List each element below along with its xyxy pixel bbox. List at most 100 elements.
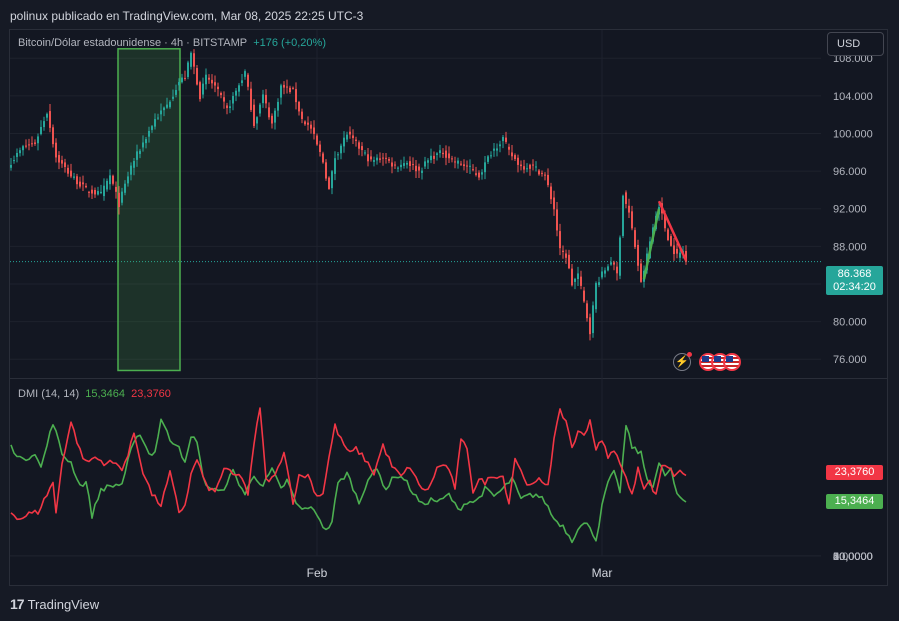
- price-tick-label: 96.000: [833, 166, 867, 178]
- candle-body: [490, 155, 492, 157]
- candle-body: [493, 148, 495, 151]
- candle-body: [511, 152, 513, 157]
- candle-body: [484, 162, 486, 173]
- candle-body: [463, 164, 465, 167]
- candle-body: [73, 176, 75, 178]
- candle-body: [34, 142, 36, 144]
- candle-body: [673, 245, 675, 255]
- candle-body: [334, 158, 336, 174]
- candle-body: [532, 164, 534, 166]
- candle-body: [379, 158, 381, 160]
- candle-body: [295, 89, 297, 103]
- candle-body: [424, 161, 426, 167]
- candle-body: [211, 79, 213, 84]
- candle-body: [235, 90, 237, 96]
- candle-body: [568, 254, 570, 269]
- candle-body: [241, 80, 243, 83]
- candle-body: [217, 86, 219, 90]
- candle-body: [622, 195, 624, 236]
- candle-body: [595, 283, 597, 310]
- candle-body: [181, 77, 183, 83]
- candle-body: [106, 180, 108, 190]
- candle-body: [346, 134, 348, 140]
- candle-body: [394, 164, 396, 166]
- candle-body: [52, 127, 54, 145]
- trendline-layer: [642, 200, 688, 280]
- lightning-icon[interactable]: ⚡: [673, 352, 692, 371]
- footer-brand[interactable]: 17 TradingView: [10, 596, 99, 612]
- candle-body: [571, 268, 573, 286]
- candle-body: [142, 142, 144, 148]
- candle-body: [565, 253, 567, 258]
- candle-body: [313, 127, 315, 134]
- candle-body: [475, 173, 477, 175]
- candle-body: [274, 110, 276, 123]
- candle-body: [172, 96, 174, 99]
- candle-body: [439, 150, 441, 153]
- price-tick-label: 88.000: [833, 241, 867, 253]
- candle-body: [286, 86, 288, 88]
- candle-body: [610, 262, 612, 265]
- candle-body: [151, 126, 153, 130]
- candle-body: [328, 177, 330, 189]
- candle-body: [322, 153, 324, 163]
- symbol-label: Bitcoin/Dólar estadounidense · 4h · BITS…: [18, 37, 248, 49]
- candle-body: [436, 153, 438, 155]
- candle-body: [292, 87, 294, 89]
- candle-body: [10, 164, 12, 168]
- candle-body: [637, 244, 639, 266]
- candle-body: [574, 278, 576, 282]
- candle-body: [670, 236, 672, 246]
- candle-body: [127, 176, 129, 184]
- candle-body: [442, 152, 444, 155]
- candle-body: [130, 165, 132, 175]
- candle-body: [175, 90, 177, 95]
- candle-body: [178, 82, 180, 86]
- candle-body: [115, 186, 117, 192]
- candle-body: [316, 135, 318, 145]
- candle-body: [124, 183, 126, 193]
- candle-body: [88, 191, 90, 193]
- candle-body: [271, 115, 273, 124]
- candle-body: [157, 117, 159, 119]
- candle-body: [382, 157, 384, 159]
- candle-body: [448, 153, 450, 159]
- candle-body: [163, 107, 165, 111]
- candle-body: [604, 270, 606, 274]
- us-flag-icon[interactable]: [723, 353, 741, 371]
- candle-body: [37, 136, 39, 144]
- candle-body: [418, 166, 420, 171]
- candle-body: [502, 137, 504, 142]
- candle-body: [82, 182, 84, 185]
- dmi-legend: DMI (14, 14) 15,3464 23,3760: [18, 388, 171, 400]
- candle-body: [679, 252, 681, 258]
- dmi-tick-label: 0.0000: [833, 551, 867, 563]
- candle-body: [466, 165, 468, 167]
- candle-body: [553, 197, 555, 210]
- dmi-tick-label: 10,0000: [833, 551, 873, 563]
- down-trendline: [657, 200, 688, 261]
- last-price-tag: 86.368 02:34:20: [826, 266, 883, 295]
- candle-body: [400, 164, 402, 168]
- candle-body: [268, 107, 270, 118]
- dmi-tick-label: 50,0000: [833, 551, 873, 563]
- candle-body: [55, 142, 57, 158]
- candle-body: [190, 52, 192, 67]
- dmi-series: [10, 407, 687, 544]
- candle-body: [13, 160, 15, 162]
- currency-button[interactable]: USD: [827, 32, 884, 56]
- candle-body: [508, 146, 510, 150]
- candle-body: [538, 170, 540, 175]
- bar-countdown: 02:34:20: [833, 281, 876, 293]
- candle-body: [478, 172, 480, 178]
- candle-body: [184, 77, 186, 79]
- event-icons[interactable]: ⚡: [673, 352, 741, 371]
- candle-body: [562, 250, 564, 252]
- candle-body: [208, 77, 210, 80]
- candle-body: [250, 88, 252, 110]
- candle-body: [265, 94, 267, 104]
- candle-body: [676, 248, 678, 254]
- candle-body: [136, 151, 138, 160]
- price-tick-label: 108.000: [833, 53, 873, 65]
